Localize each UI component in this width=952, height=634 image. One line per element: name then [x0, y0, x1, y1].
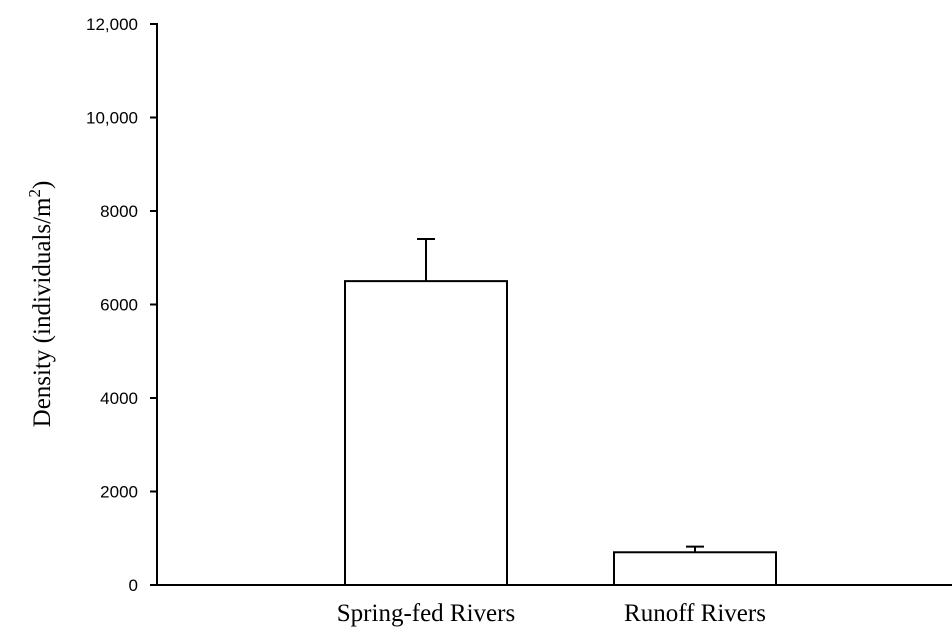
y-tick-label-6: 12,000 — [86, 15, 138, 34]
y-axis-title-superscript: 2 — [25, 189, 44, 198]
x-tick-label-0: Spring-fed Rivers — [337, 600, 515, 627]
error-bars-group — [417, 238, 704, 553]
x-tick-label-1: Runoff Rivers — [624, 600, 766, 627]
bar-1 — [613, 551, 777, 587]
bar-0 — [344, 280, 508, 586]
y-tick-label-1: 2000 — [100, 483, 138, 502]
y-axis-title-group: Density (individuals/m2) — [25, 181, 56, 428]
y-ticks-group: 0 2000 4000 6000 8000 10,000 12,000 — [86, 15, 157, 595]
y-axis-title: Density (individuals/m2) — [25, 181, 56, 428]
y-tick-label-0: 0 — [129, 576, 138, 595]
y-axis-title-suffix: ) — [29, 181, 56, 189]
x-labels-group: Spring-fed Rivers Runoff Rivers — [337, 600, 766, 627]
y-tick-label-2: 4000 — [100, 389, 138, 408]
y-axis-title-text: Density (individuals/m — [29, 197, 56, 427]
y-tick-label-3: 6000 — [100, 296, 138, 315]
axes-group — [156, 23, 952, 586]
y-tick-label-4: 8000 — [100, 202, 138, 221]
y-tick-label-5: 10,000 — [86, 109, 138, 128]
bars-group — [344, 280, 777, 587]
